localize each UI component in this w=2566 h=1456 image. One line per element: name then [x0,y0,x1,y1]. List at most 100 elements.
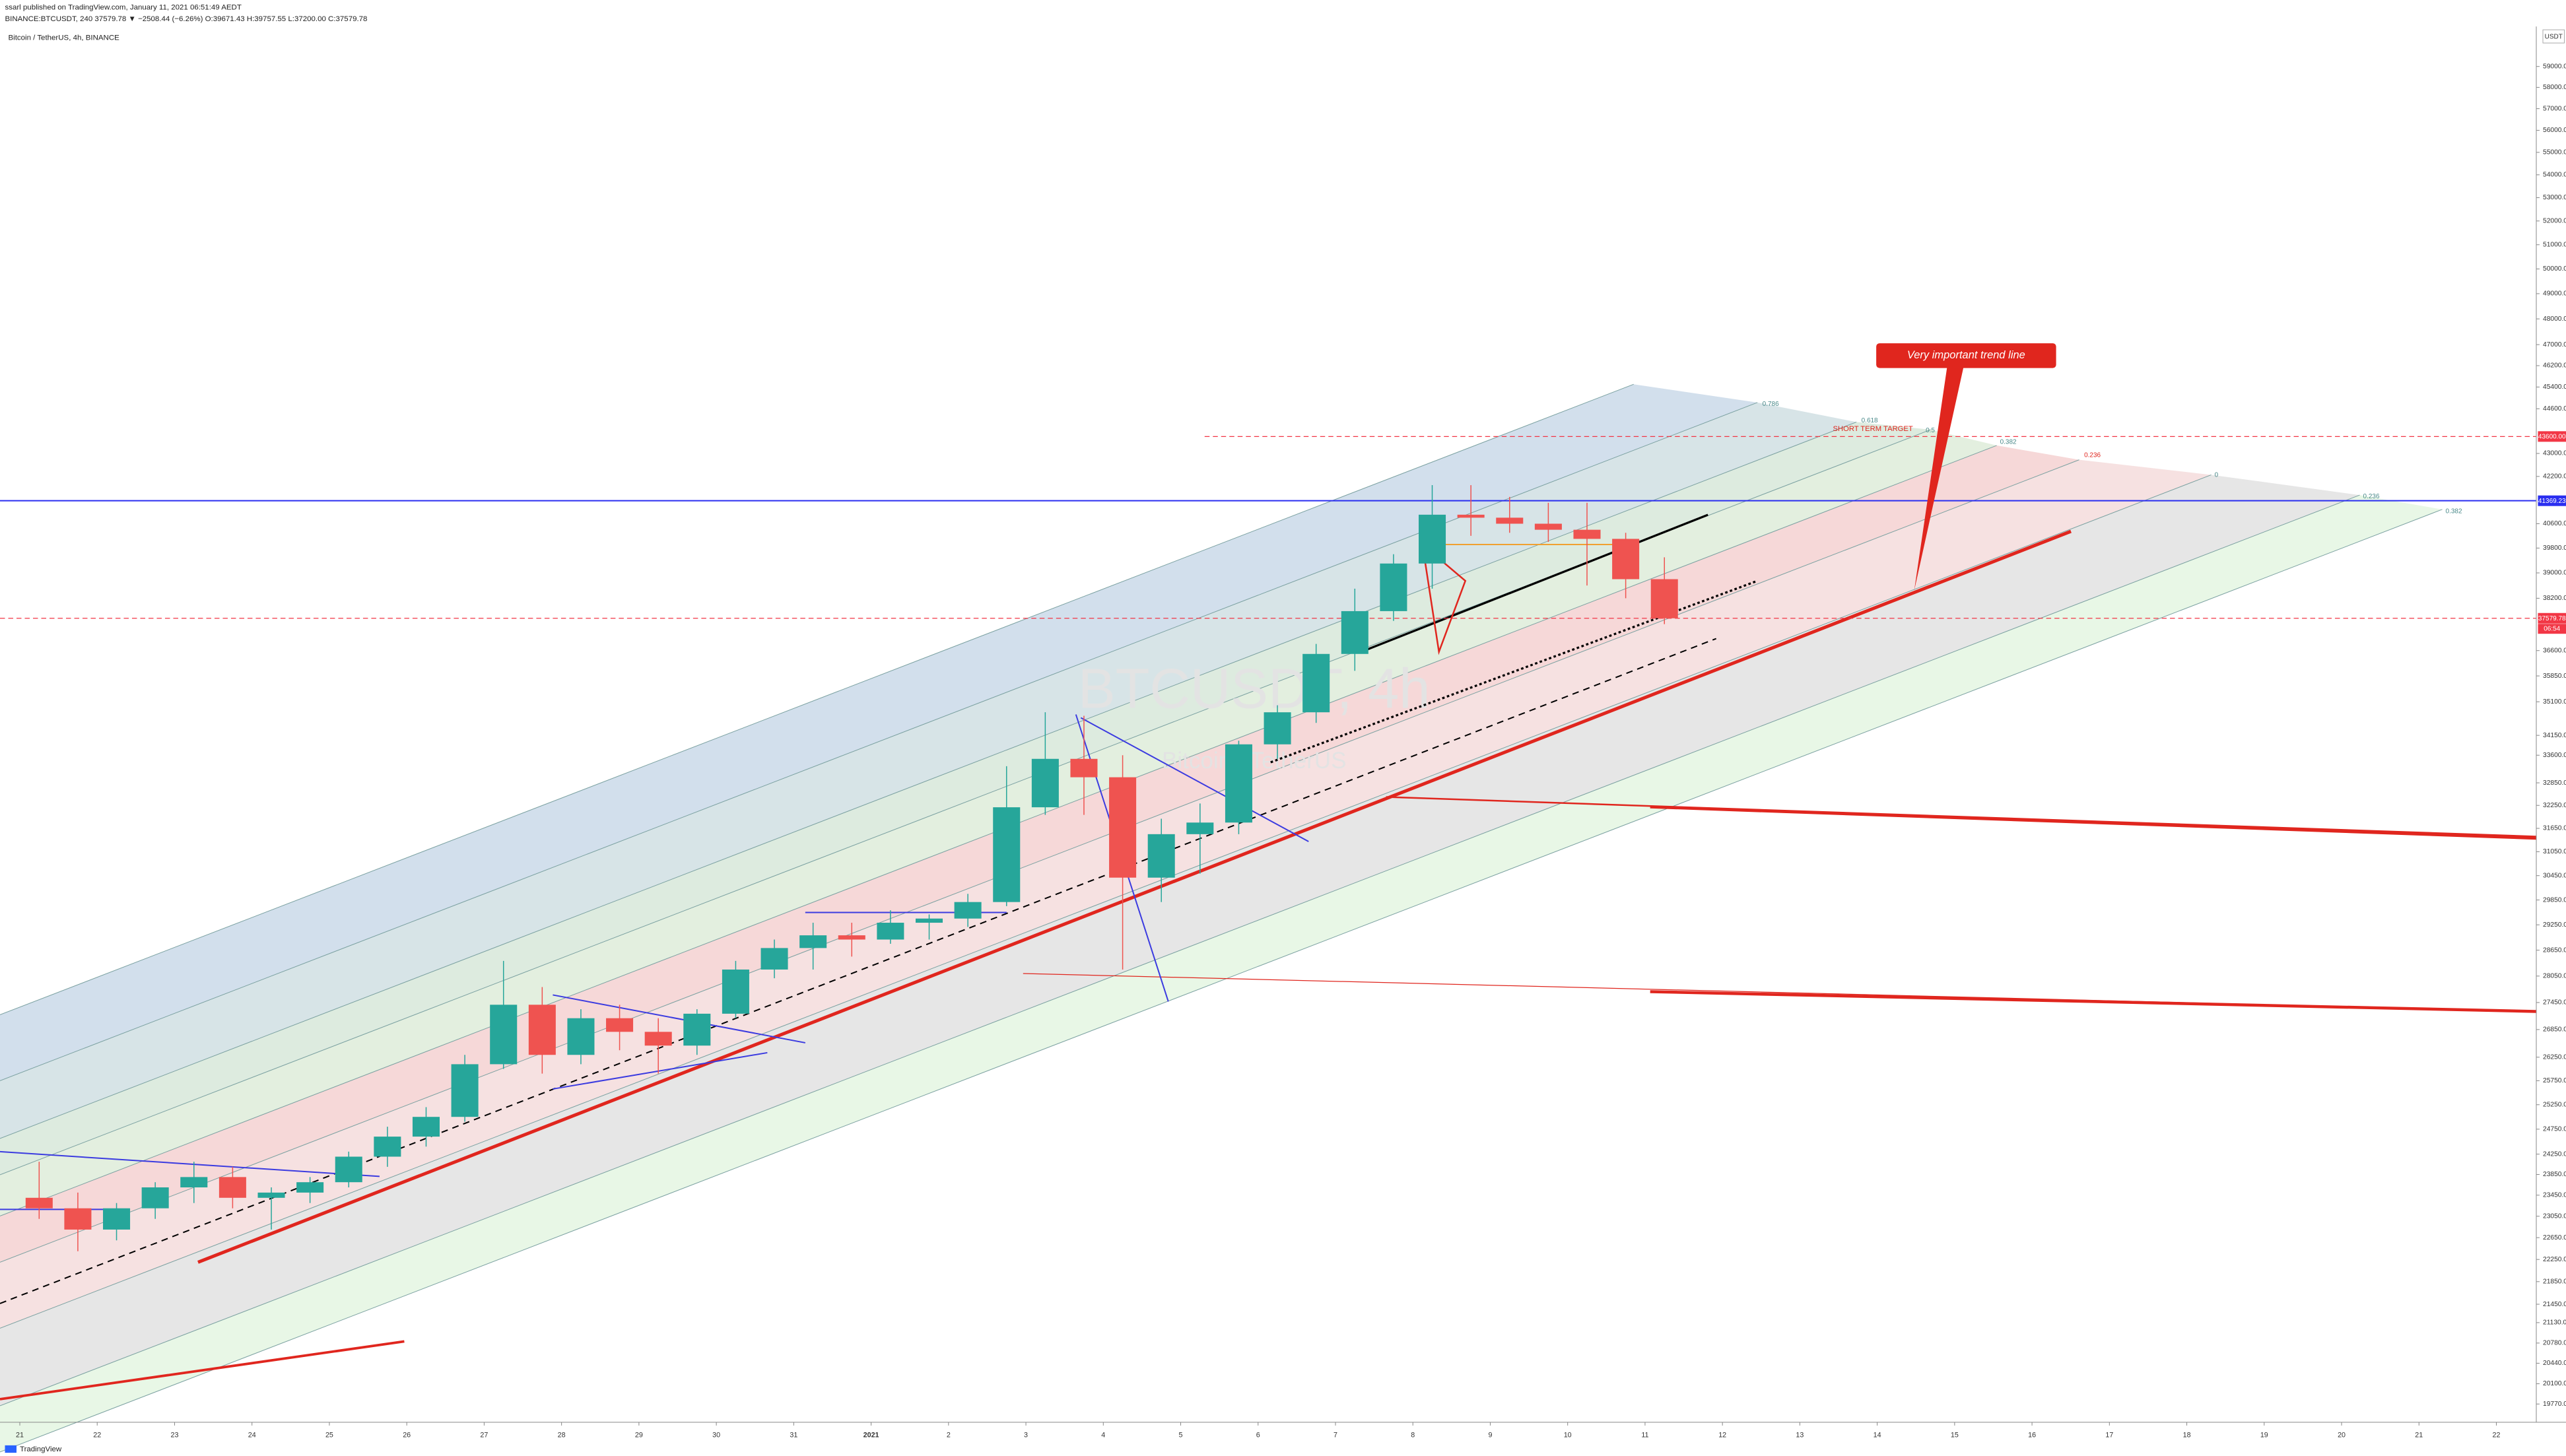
trend-line [1650,805,2537,840]
x-tick-label: 12 [1718,1432,1726,1439]
candle-body [1380,563,1407,611]
y-tick-label: 29250.00 [2543,921,2566,929]
candle-body [1225,744,1252,823]
fib-label: 0.236 [2363,493,2380,500]
candle-body [799,935,827,948]
band [0,384,1758,1081]
y-tick-label: 22250.00 [2543,1256,2566,1263]
x-tick-label: 10 [1564,1432,1572,1439]
band [0,445,2079,1263]
y-tick-label: 26850.00 [2543,1026,2566,1034]
candle-body [1457,514,1485,518]
candle-body [528,1005,556,1055]
watermark-sub: Bitcoin / TetherUS [1162,748,1346,774]
trend-line [1650,990,2537,1013]
y-tick-label: 47000.00 [2543,341,2566,348]
y-tick-label: 20440.00 [2543,1360,2566,1367]
trend-line [0,1340,405,1401]
x-tick-label: 11 [1641,1432,1648,1439]
watermark: BTCUSDT, 4h [1078,657,1431,720]
band-edge [0,494,2360,1406]
y-tick-label: 54000.00 [2543,172,2566,179]
y-tick-label: 32250.00 [2543,802,2566,809]
y-tick-label: 23050.00 [2543,1212,2566,1220]
candle-body [1496,517,1524,524]
candle-body [1070,758,1098,778]
y-tick-label: 20780.00 [2543,1340,2566,1347]
y-tick-label: 52000.00 [2543,217,2566,224]
candle-body [257,1192,285,1198]
x-tick-label: 16 [2028,1432,2036,1439]
time-tag [2538,624,2566,634]
x-tick-label: 18 [2183,1432,2191,1439]
y-tick-label: 31050.00 [2543,848,2566,855]
x-tick-label: 2021 [863,1432,879,1439]
y-tick-label: 21450.00 [2543,1301,2566,1308]
candle-body [219,1177,246,1198]
price-tag [2538,612,2566,624]
x-tick-label: 7 [1334,1432,1337,1439]
band-edge [0,421,1857,1139]
y-tick-label: 39800.00 [2543,545,2566,552]
y-tick-label: 35850.00 [2543,673,2566,680]
x-tick-label: 13 [1796,1432,1804,1439]
candle-body [1302,653,1330,713]
candle-body [1264,712,1291,745]
fib-label: 0.382 [2446,508,2462,515]
axes: 43600.0041369.2337579.7806:5459000.00580… [16,63,2566,1439]
price-tag-label: 37579.78 [2538,615,2566,622]
y-tick-label: 56000.00 [2543,127,2566,134]
candle-body [1186,822,1214,834]
logo [5,1445,17,1453]
y-tick-label: 23850.00 [2543,1171,2566,1178]
y-tick-label: 24250.00 [2543,1150,2566,1158]
y-tick-label: 46200.00 [2543,362,2566,370]
x-tick-label: 20 [2338,1432,2346,1439]
currency-box [2542,29,2565,44]
price-tag-label: 41369.23 [2538,498,2566,505]
y-tick-label: 31650.00 [2543,825,2566,832]
x-tick-label: 15 [1951,1432,1959,1439]
band [0,459,2211,1329]
y-tick-label: 21130.00 [2543,1319,2566,1327]
candle-body [760,948,788,970]
candle-body [722,969,749,1014]
band [0,422,1931,1175]
y-tick-label: 23450.00 [2543,1192,2566,1199]
x-tick-label: 19 [2260,1432,2268,1439]
price-tag-label: 43600.00 [2538,433,2566,440]
x-tick-label: 28 [558,1432,566,1439]
y-tick-label: 27450.00 [2543,999,2566,1007]
x-tick-label: 30 [712,1432,720,1439]
y-tick-label: 36600.00 [2543,647,2566,654]
candle-body [1419,514,1446,564]
x-tick-label: 23 [170,1432,178,1439]
candle-body [1573,529,1601,539]
x-tick-label: 17 [2105,1432,2113,1439]
x-tick-label: 31 [790,1432,797,1439]
y-tick-label: 53000.00 [2543,194,2566,201]
chart-title: Bitcoin / TetherUS, 4h, BINANCE [8,34,119,42]
candle-body [103,1208,131,1230]
y-tick-label: 29850.00 [2543,896,2566,904]
dashed-line [0,638,1717,1304]
x-tick-label: 9 [1488,1432,1492,1439]
y-tick-label: 42200.00 [2543,473,2566,480]
candle-body [644,1032,672,1046]
x-tick-label: 3 [1024,1432,1028,1439]
plot [0,436,2537,1251]
band-edge [0,474,2211,1329]
band-edge [0,383,1634,1015]
wedge-line [0,1150,380,1177]
x-tick-label: 21 [2415,1432,2423,1439]
y-tick-label: 45400.00 [2543,383,2566,391]
x-tick-label: 27 [480,1432,488,1439]
candle-body [1109,777,1137,878]
y-tick-label: 32850.00 [2543,779,2566,787]
fib-label: 0.236 [2084,452,2101,459]
fib-label: 0.382 [2000,439,2017,446]
candle-body [490,1005,518,1065]
y-tick-label: 34150.00 [2543,732,2566,739]
x-tick-label: 6 [1256,1432,1260,1439]
